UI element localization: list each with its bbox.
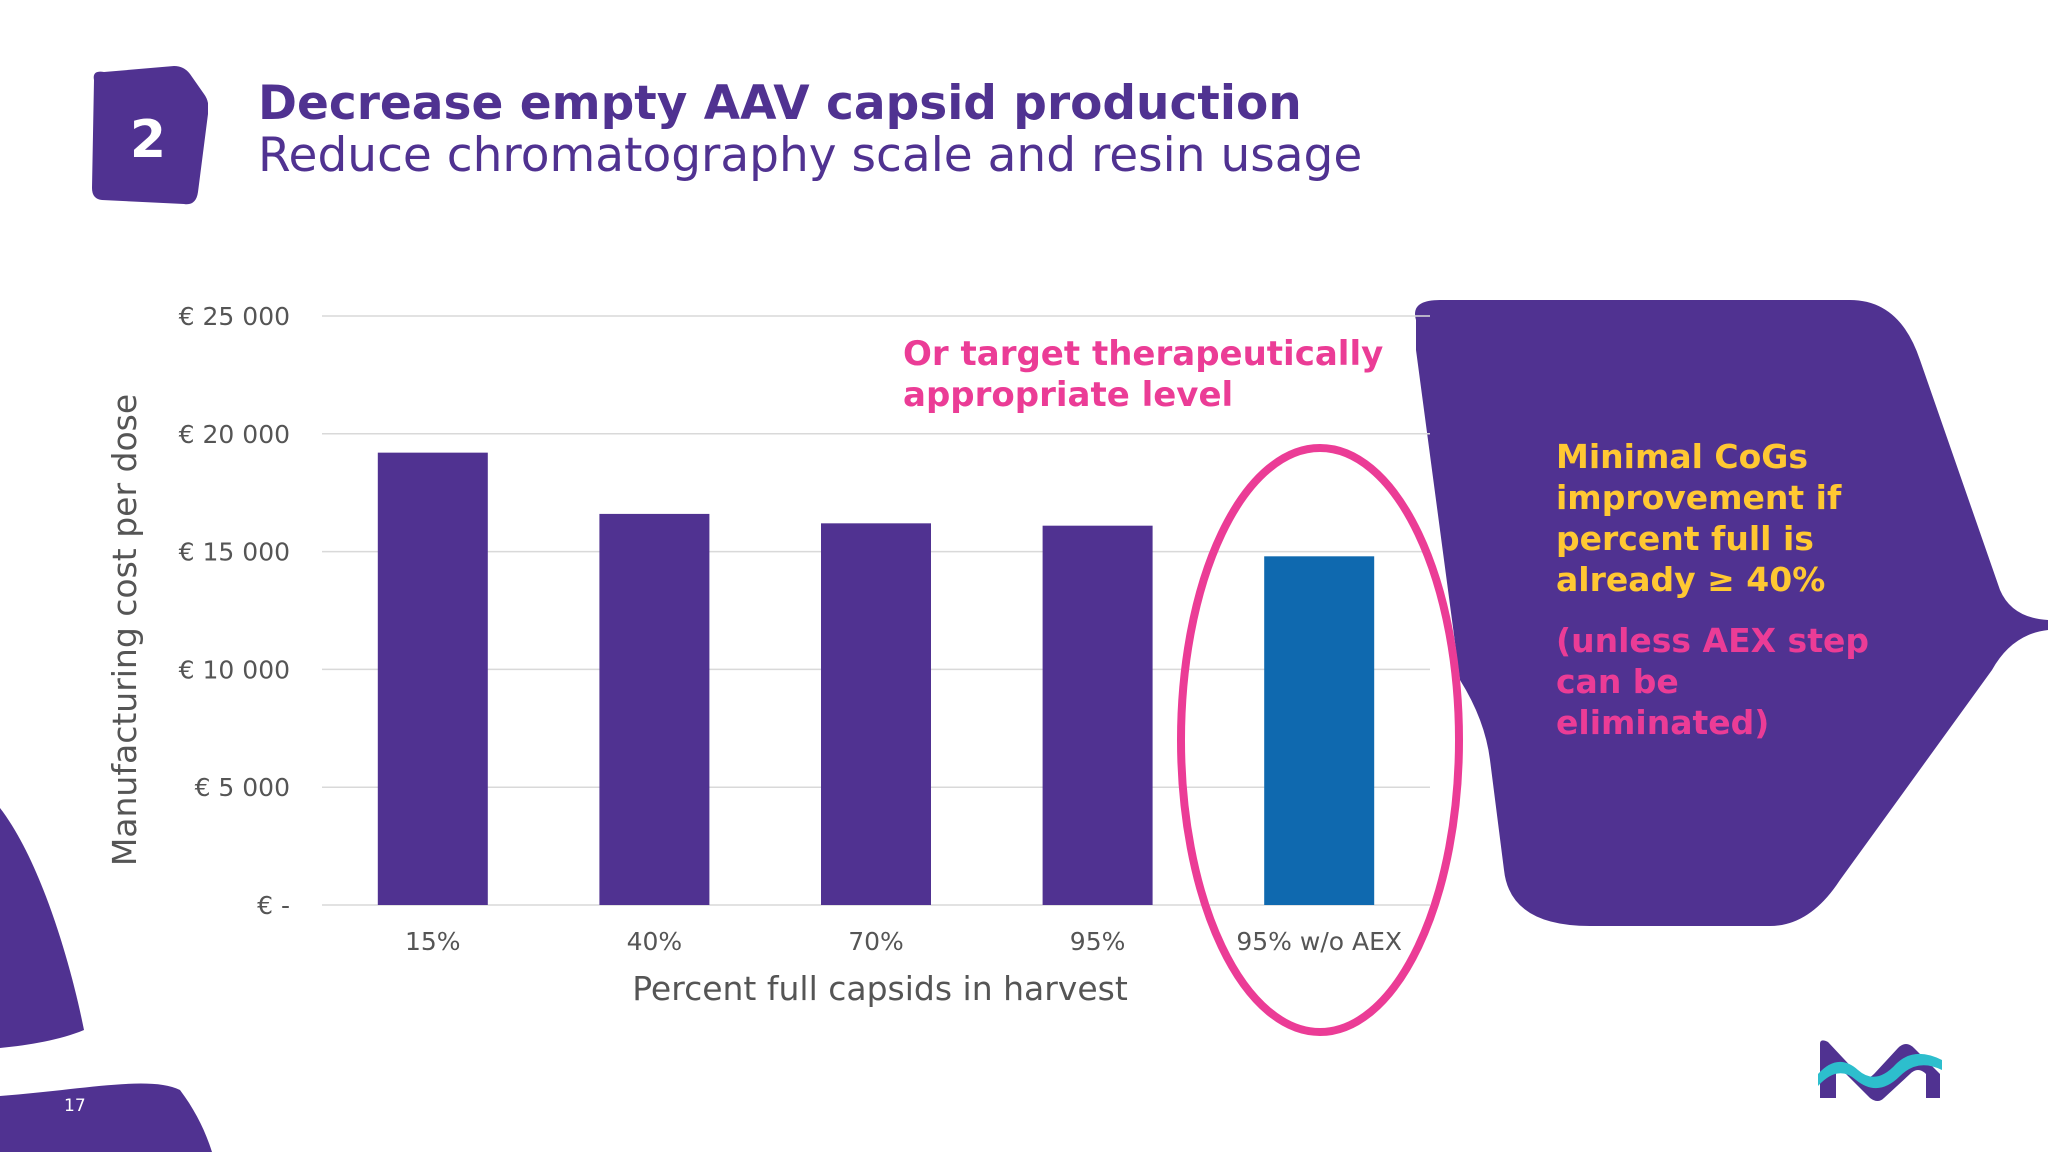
y-tick-label: € 25 000 bbox=[179, 302, 290, 331]
bar-95-w-o-AEX bbox=[1264, 556, 1375, 905]
chart-annotation: Or target therapeutically appropriate le… bbox=[903, 334, 1423, 416]
annotation-line-1: Or target therapeutically bbox=[903, 334, 1384, 374]
bar-15 bbox=[377, 452, 488, 905]
chart-bars bbox=[377, 452, 1375, 905]
callout-shape bbox=[1415, 300, 2048, 926]
x-axis-tick-labels: 15% 40% 70% 95% 95% w/o AEX bbox=[405, 927, 1402, 956]
y-axis-label: Manufacturing cost per dose bbox=[105, 394, 144, 866]
page-number: 17 bbox=[64, 1096, 86, 1116]
x-tick-label: 95% bbox=[1070, 927, 1126, 956]
bottom-left-blob bbox=[0, 808, 84, 1048]
x-axis-label: Percent full capsids in harvest bbox=[632, 969, 1128, 1008]
y-tick-label: € 15 000 bbox=[179, 538, 290, 567]
x-tick-label: 70% bbox=[848, 927, 904, 956]
slide-title: Decrease empty AAV capsid production bbox=[258, 76, 1302, 131]
section-badge-shape bbox=[92, 66, 208, 205]
y-tick-label: € - bbox=[257, 891, 290, 920]
x-tick-label: 40% bbox=[627, 927, 683, 956]
callout-sub-text: (unless AEX step can be eliminated) bbox=[1556, 621, 1869, 742]
bar-40 bbox=[599, 513, 710, 905]
bar-70 bbox=[821, 523, 931, 905]
x-tick-label: 15% bbox=[405, 927, 461, 956]
highlight-ellipse bbox=[1177, 444, 1463, 1036]
y-tick-label: € 20 000 bbox=[179, 420, 290, 449]
y-tick-label: € 10 000 bbox=[179, 655, 290, 684]
section-badge-number: 2 bbox=[129, 110, 167, 170]
bottom-left-corner-shape bbox=[0, 1083, 212, 1152]
annotation-line-2: appropriate level bbox=[903, 375, 1234, 415]
y-tick-label: € 5 000 bbox=[195, 773, 290, 802]
slide-subtitle: Reduce chromatography scale and resin us… bbox=[258, 128, 1363, 183]
company-logo-icon bbox=[1818, 1040, 1942, 1101]
y-axis-tick-labels: € - € 5 000 € 10 000 € 15 000 € 20 000 € 25 0… bbox=[179, 302, 290, 920]
callout-main-text: Minimal CoGs improvement if percent full… bbox=[1556, 437, 1842, 599]
bar-95 bbox=[1042, 525, 1153, 905]
x-tick-label: 95% w/o AEX bbox=[1236, 927, 1402, 956]
